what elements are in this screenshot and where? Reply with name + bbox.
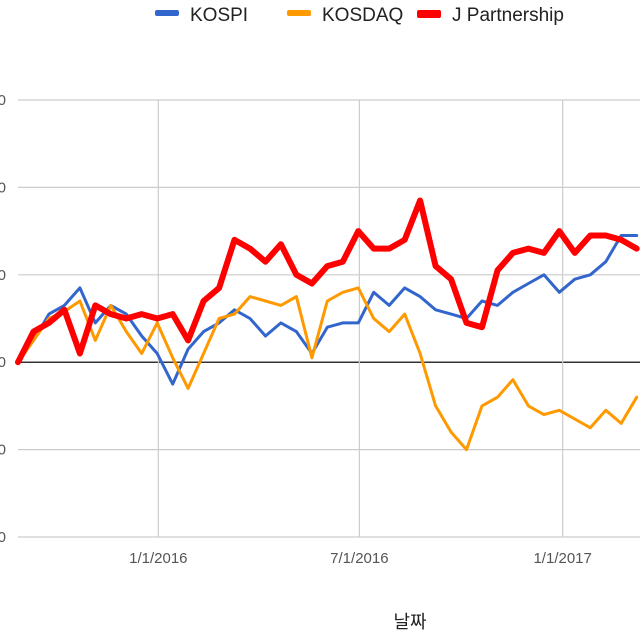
y-tick-label: 0 [0, 354, 6, 371]
y-tick-label: 0 [0, 529, 6, 546]
y-tick-label: 0 [0, 267, 6, 284]
legend-item: J Partnership [417, 5, 564, 26]
x-axis-title: 날짜 [393, 612, 427, 632]
legend: KOSPI KOSDAQ J Partnership [155, 5, 564, 26]
series-line-kospi [16, 234, 639, 386]
x-tick-label: 7/1/2016 [330, 550, 388, 567]
legend-swatch [155, 10, 179, 16]
legend-swatch [417, 10, 441, 18]
legend-label: J Partnership [452, 5, 564, 26]
series-line-j-partnership [15, 197, 640, 366]
series-line-kosdaq [16, 286, 639, 452]
legend-label: KOSDAQ [322, 5, 403, 26]
y-tick-label: 0 [0, 92, 6, 109]
series-lines [15, 197, 640, 452]
legend-item: KOSPI [155, 5, 248, 26]
x-tick-label: 1/1/2017 [533, 550, 591, 567]
legend-label: KOSPI [190, 5, 248, 26]
legend-item: KOSDAQ [287, 5, 403, 26]
y-tick-label: 0 [0, 179, 6, 196]
x-tick-label: 1/1/2016 [129, 550, 187, 567]
y-tick-label: 0 [0, 442, 6, 459]
legend-swatch [287, 10, 311, 16]
